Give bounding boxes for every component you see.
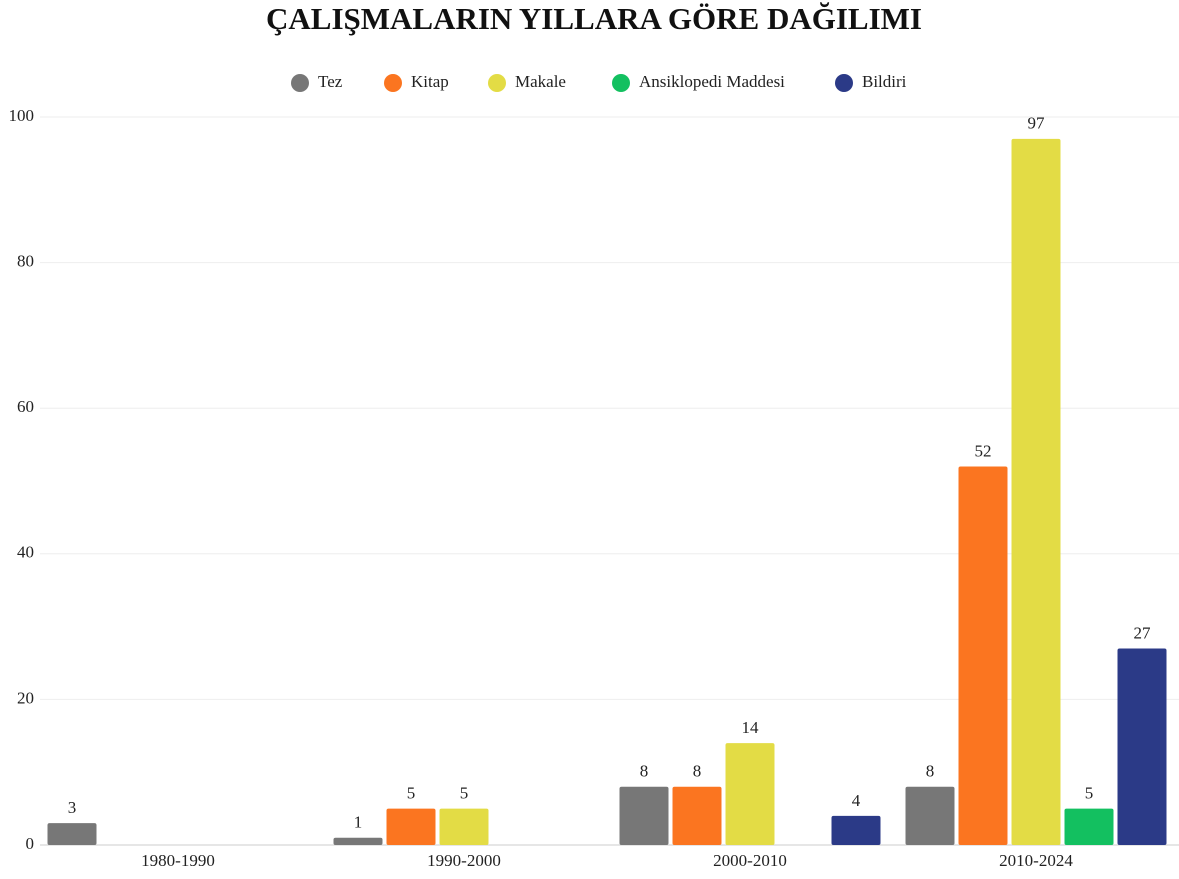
value-label: 52 [975, 441, 992, 460]
legend-label: Makale [515, 72, 566, 91]
x-tick-label: 1990-2000 [427, 851, 501, 870]
value-label: 5 [407, 784, 416, 803]
legend-label: Kitap [411, 72, 449, 91]
chart-title: ÇALIŞMALARIN YILLARA GÖRE DAĞILIMI [266, 1, 922, 36]
bar [439, 808, 489, 845]
value-label: 8 [926, 762, 935, 781]
bar [725, 743, 775, 845]
bar [1011, 138, 1061, 846]
y-tick-label: 0 [26, 834, 35, 853]
value-label: 4 [852, 791, 861, 810]
bar [333, 837, 383, 845]
value-label: 3 [68, 798, 77, 817]
y-tick-label: 80 [17, 252, 34, 271]
y-tick-label: 20 [17, 688, 34, 707]
bar [619, 786, 669, 845]
bar [386, 808, 436, 845]
x-tick-label: 2010-2024 [999, 851, 1073, 870]
legend-swatch [291, 74, 309, 92]
legend-swatch [384, 74, 402, 92]
value-label: 5 [1085, 784, 1094, 803]
legend-label: Bildiri [862, 72, 907, 91]
value-label: 14 [742, 718, 760, 737]
legend-swatch [488, 74, 506, 92]
y-tick-label: 40 [17, 543, 34, 562]
x-tick-label: 1980-1990 [141, 851, 215, 870]
bar [672, 786, 722, 845]
bar [1064, 808, 1114, 845]
bar [47, 823, 97, 845]
value-label: 8 [640, 762, 649, 781]
y-tick-label: 60 [17, 397, 34, 416]
legend-label: Tez [318, 72, 343, 91]
bar [905, 786, 955, 845]
x-tick-label: 2000-2010 [713, 851, 787, 870]
bar [831, 815, 881, 845]
value-label: 1 [354, 813, 363, 832]
legend-swatch [835, 74, 853, 92]
bar [958, 466, 1008, 845]
legend-label: Ansiklopedi Maddesi [639, 72, 785, 91]
value-label: 8 [693, 762, 702, 781]
y-tick-label: 100 [9, 106, 35, 125]
bar [1117, 648, 1167, 845]
value-label: 5 [460, 784, 469, 803]
value-label: 27 [1134, 623, 1152, 642]
value-label: 97 [1028, 114, 1046, 133]
legend-swatch [612, 74, 630, 92]
